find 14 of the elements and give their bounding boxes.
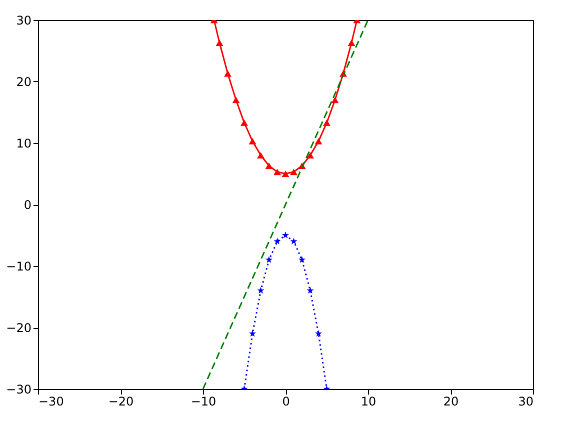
y-tick-label: −20 (6, 321, 32, 335)
x-tick-label: 20 (443, 394, 459, 408)
y-tick-label: 20 (16, 75, 32, 89)
x-tick-label: −10 (190, 394, 216, 408)
y-tick-label: −30 (6, 382, 32, 396)
y-tick-label: −10 (6, 260, 32, 274)
x-tick-label: 30 (518, 394, 534, 408)
x-tick-label: −20 (108, 394, 134, 408)
y-tick-label: 0 (24, 198, 32, 212)
x-tick-label: −30 (38, 394, 64, 408)
y-tick-label: 30 (16, 14, 32, 28)
x-tick-label: 10 (360, 394, 376, 408)
x-tick-label: 0 (282, 394, 290, 408)
y-tick-label: 10 (16, 136, 32, 150)
